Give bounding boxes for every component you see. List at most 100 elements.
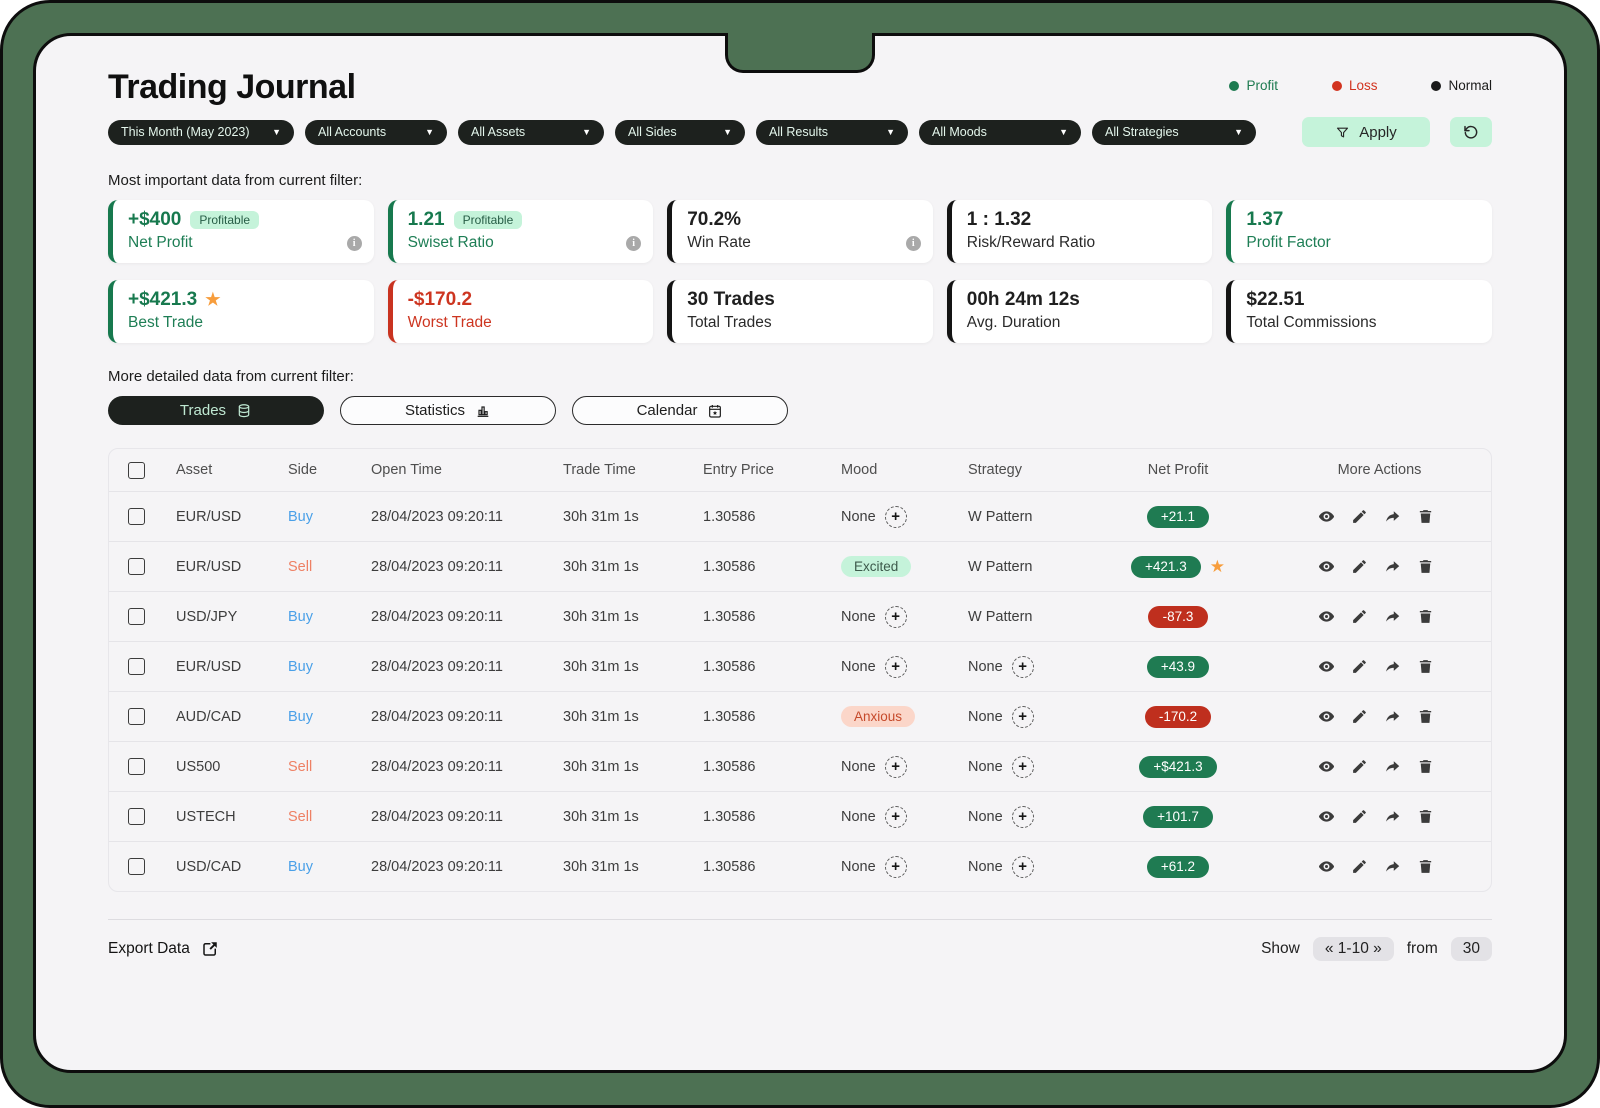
row-checkbox[interactable]	[128, 858, 145, 875]
delete-icon[interactable]	[1417, 508, 1434, 525]
reset-filters-button[interactable]	[1450, 117, 1492, 147]
delete-icon[interactable]	[1417, 608, 1434, 625]
edit-icon[interactable]	[1351, 808, 1368, 825]
legend-label: Profit	[1246, 78, 1278, 93]
add-strategy-button[interactable]: +	[1011, 855, 1034, 878]
share-icon[interactable]	[1384, 658, 1401, 675]
share-icon[interactable]	[1384, 758, 1401, 775]
view-icon[interactable]	[1318, 508, 1335, 525]
from-label: from	[1406, 940, 1438, 957]
add-mood-button[interactable]: +	[884, 855, 907, 878]
table-row: EUR/USD Buy 28/04/2023 09:20:11 30h 31m 1s 1…	[109, 491, 1491, 541]
tab-statistics[interactable]: Statistics	[340, 396, 556, 425]
side-cell: Buy	[288, 508, 313, 525]
row-checkbox[interactable]	[128, 608, 145, 625]
mood-cell: Excited	[841, 555, 968, 577]
view-icon[interactable]	[1318, 658, 1335, 675]
tab-calendar[interactable]: Calendar	[572, 396, 788, 425]
add-strategy-button[interactable]: +	[1011, 805, 1034, 828]
page-range-control[interactable]: « 1-10 »	[1312, 937, 1394, 961]
add-mood-button[interactable]: +	[884, 655, 907, 678]
column-header-more-actions: More Actions	[1337, 462, 1422, 478]
stat-label: Win Rate	[687, 234, 751, 251]
edit-icon[interactable]	[1351, 858, 1368, 875]
strategy-label: W Pattern	[968, 508, 1033, 525]
side-cell: Sell	[288, 758, 313, 775]
export-icon	[203, 942, 217, 956]
share-icon[interactable]	[1384, 808, 1401, 825]
entry-price-cell: 1.30586	[703, 758, 756, 775]
delete-icon[interactable]	[1417, 708, 1434, 725]
filter-dropdown-all-strategies[interactable]: All Strategies ▼	[1092, 119, 1256, 145]
filter-dropdown-all-sides[interactable]: All Sides ▼	[615, 119, 745, 145]
add-strategy-button[interactable]: +	[1011, 655, 1034, 678]
net-profit-cell: +21.1	[1088, 505, 1268, 528]
view-icon[interactable]	[1318, 758, 1335, 775]
add-mood-button[interactable]: +	[884, 505, 907, 528]
apply-label: Apply	[1359, 123, 1397, 141]
filter-dropdown-all-moods[interactable]: All Moods ▼	[919, 119, 1081, 145]
row-checkbox[interactable]	[128, 508, 145, 525]
add-mood-button[interactable]: +	[884, 805, 907, 828]
filter-dropdown-all-accounts[interactable]: All Accounts ▼	[305, 119, 447, 145]
delete-icon[interactable]	[1417, 658, 1434, 675]
select-all-checkbox[interactable]	[128, 461, 145, 479]
tab-calendar-label: Calendar	[636, 402, 698, 419]
view-icon[interactable]	[1318, 858, 1335, 875]
export-data-button[interactable]: Export Data	[108, 940, 219, 958]
info-icon[interactable]: i	[905, 236, 921, 251]
entry-price-cell: 1.30586	[703, 658, 756, 675]
edit-icon[interactable]	[1351, 658, 1368, 675]
edit-icon[interactable]	[1351, 558, 1368, 575]
row-actions	[1268, 758, 1491, 775]
row-checkbox[interactable]	[128, 658, 145, 675]
apply-button[interactable]: Apply	[1302, 117, 1430, 147]
delete-icon[interactable]	[1417, 758, 1434, 775]
share-icon[interactable]	[1384, 708, 1401, 725]
row-checkbox[interactable]	[128, 808, 145, 825]
row-checkbox[interactable]	[128, 708, 145, 725]
stat-label: Best Trade	[128, 314, 203, 331]
view-icon[interactable]	[1318, 708, 1335, 725]
row-checkbox[interactable]	[128, 558, 145, 575]
edit-icon[interactable]	[1351, 708, 1368, 725]
share-icon[interactable]	[1384, 508, 1401, 525]
share-icon[interactable]	[1384, 608, 1401, 625]
stat-label: Risk/Reward Ratio	[966, 234, 1096, 251]
status-badge: Profitable	[190, 211, 260, 229]
add-strategy-button[interactable]: +	[1011, 755, 1034, 778]
stat-value: 00h 24m 12s	[966, 289, 1080, 310]
filter-dropdown-this-month-may-2023-[interactable]: This Month (May 2023) ▼	[108, 119, 294, 145]
view-icon[interactable]	[1318, 608, 1335, 625]
share-icon[interactable]	[1384, 558, 1401, 575]
tab-trades[interactable]: Trades	[108, 396, 324, 425]
view-icon[interactable]	[1318, 558, 1335, 575]
edit-icon[interactable]	[1351, 758, 1368, 775]
filter-dropdown-label: All Moods	[932, 125, 987, 139]
filter-dropdown-all-results[interactable]: All Results ▼	[756, 119, 908, 145]
side-cell: Buy	[288, 658, 313, 675]
edit-icon[interactable]	[1351, 608, 1368, 625]
info-icon[interactable]: i	[346, 236, 362, 251]
column-header-strategy: Strategy	[968, 462, 1022, 478]
mood-none-label: None	[841, 658, 876, 675]
legend-dot-icon	[1431, 80, 1442, 91]
table-row: EUR/USD Buy 28/04/2023 09:20:11 30h 31m 1s 1…	[109, 641, 1491, 691]
delete-icon[interactable]	[1417, 858, 1434, 875]
mood-cell: Anxious	[841, 705, 968, 727]
row-checkbox[interactable]	[128, 758, 145, 775]
delete-icon[interactable]	[1417, 558, 1434, 575]
share-icon[interactable]	[1384, 858, 1401, 875]
add-mood-button[interactable]: +	[884, 605, 907, 628]
filter-dropdown-all-assets[interactable]: All Assets ▼	[458, 119, 604, 145]
entry-price-cell: 1.30586	[703, 708, 756, 725]
delete-icon[interactable]	[1417, 808, 1434, 825]
edit-icon[interactable]	[1351, 508, 1368, 525]
best-trade-star-icon: ★	[1209, 556, 1225, 576]
add-strategy-button[interactable]: +	[1011, 705, 1034, 728]
stat-value: 1 : 1.32	[966, 209, 1032, 230]
add-mood-button[interactable]: +	[884, 755, 907, 778]
view-icon[interactable]	[1318, 808, 1335, 825]
info-icon[interactable]: i	[626, 236, 642, 251]
net-profit-pill: -87.3	[1148, 605, 1208, 628]
